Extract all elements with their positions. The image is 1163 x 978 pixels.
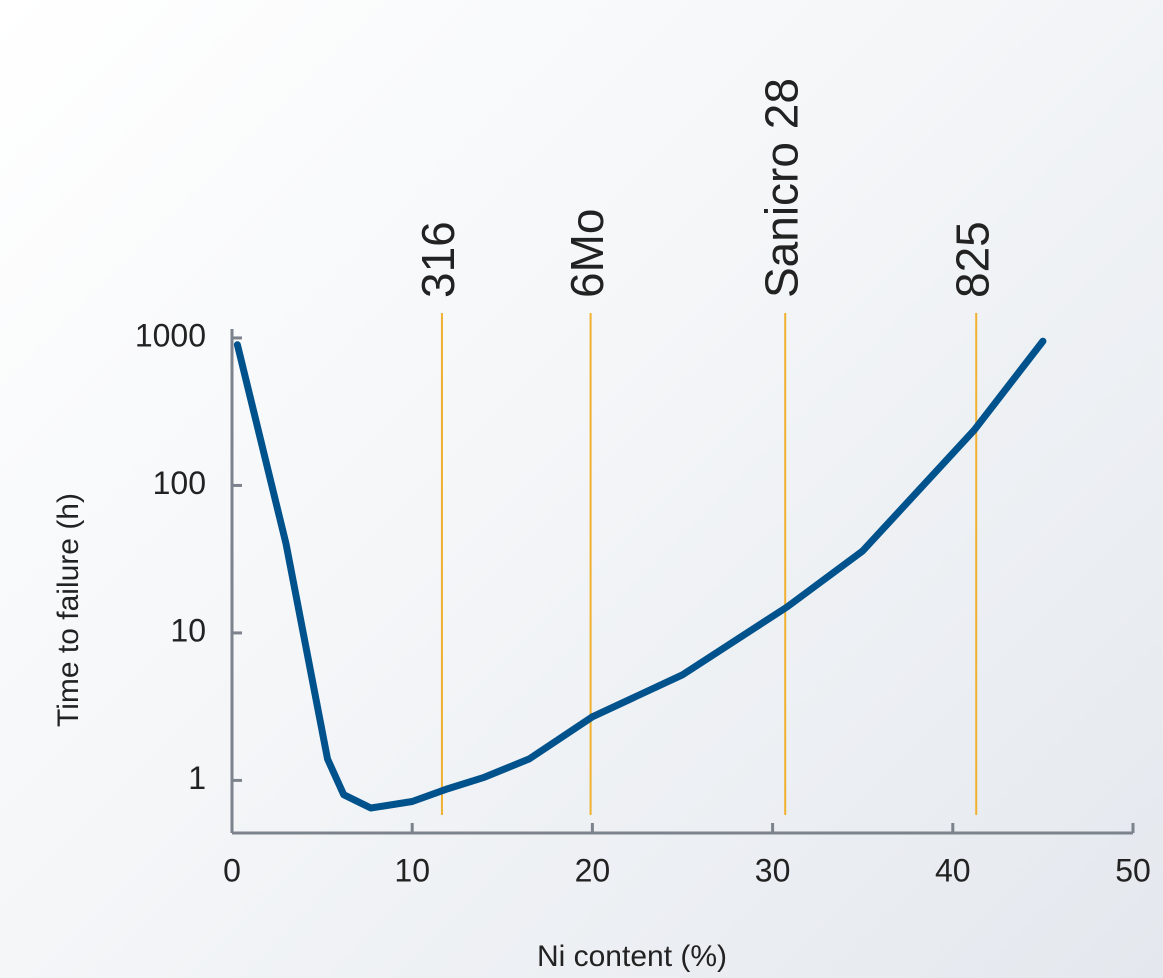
- x-tick-label: 50: [1115, 852, 1151, 888]
- grade-label: Sanicro 28: [755, 78, 807, 298]
- y-tick-label: 100: [153, 465, 206, 501]
- grade-label: 6Mo: [561, 209, 613, 298]
- x-tick-label: 40: [935, 852, 971, 888]
- x-axis-title: Ni content (%): [537, 940, 727, 973]
- y-axis-title: Time to failure (h): [52, 493, 85, 727]
- y-tick-label: 10: [170, 612, 206, 648]
- y-tick-label: 1: [188, 760, 206, 796]
- x-tick-label: 0: [223, 852, 241, 888]
- curve: [233, 337, 1047, 812]
- y-tick-label: 1000: [135, 317, 206, 353]
- x-tick-label: 30: [755, 852, 791, 888]
- x-tick-label: 10: [394, 852, 430, 888]
- grade-label: 316: [412, 221, 464, 298]
- x-tick-label: 20: [575, 852, 611, 888]
- grade-label: 825: [946, 221, 998, 298]
